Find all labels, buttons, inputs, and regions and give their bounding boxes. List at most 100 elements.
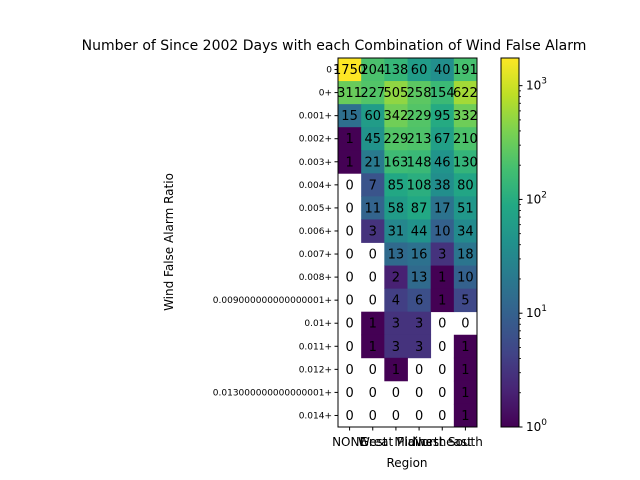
cell-value-label: 87 [411,201,428,216]
heatmap-cell [407,150,432,174]
chart-title: Number of Since 2002 Days with each Comb… [82,38,587,54]
heatmap-cell [430,81,455,105]
cell-value-label: 38 [434,178,451,193]
cell-value-label: 0 [345,317,353,332]
cell-value-label: 0 [345,271,353,286]
cell-value-label: 46 [434,155,451,170]
heatmap-cell [407,311,432,336]
cell-value-label: 5 [461,294,469,309]
cell-value-label: 17 [434,201,451,216]
heatmap-cell [384,242,408,266]
heatmap-cell [338,127,362,151]
colorbar-tick-label: 100 [526,418,547,434]
cell-value-label: 1 [345,132,353,147]
heatmap-cell [453,265,478,290]
cell-value-label: 311 [337,86,362,101]
cell-value-label: 13 [411,271,428,286]
heatmap-cell [361,311,385,336]
cell-value-label: 0 [345,363,353,378]
heatmap-cell [430,288,455,313]
cell-value-label: 3 [392,317,400,332]
cell-value-label: 58 [388,201,405,216]
cell-value-label: 213 [407,132,432,147]
colorbar-ticks: 100 101 102 103 [519,77,547,434]
heatmap-cell [338,58,362,82]
heatmap-cell [430,265,455,290]
cell-value-label: 0 [369,363,377,378]
y-tick-label: 0.006+ [299,227,332,237]
y-tick-label: 0.002+ [299,135,332,145]
cell-value-label: 7 [369,178,377,193]
cell-value-label: 0 [345,409,353,424]
cell-value-label: 0 [415,386,423,401]
heatmap-cell [430,219,455,243]
heatmap-cell [430,104,455,128]
heatmap-cell [453,403,478,428]
heatmap-cell [361,104,385,128]
cell-value-label: 0 [345,294,353,309]
cell-value-label: 1 [438,271,446,286]
colorbar-tick-label: 102 [526,190,547,206]
heatmap-cell [384,334,408,359]
cell-value-label: 1 [461,409,469,424]
cell-value-label: 210 [453,132,478,147]
cell-value-label: 1750 [333,63,366,78]
cell-value-label: 2 [392,271,400,286]
cell-value-label: 229 [407,109,432,124]
cell-value-label: 0 [369,294,377,309]
heatmap-cell [430,242,455,266]
cell-value-label: 229 [384,132,409,147]
heatmap-cell [361,173,385,197]
heatmap-cell [384,58,408,82]
y-tick-label: 0.005+ [299,204,332,214]
cell-value-label: 0 [392,386,400,401]
heatmap-cell [453,380,478,405]
y-tick-label: 0.01+ [304,319,332,329]
heatmap-cell [384,196,408,220]
x-tick-label: West [358,435,388,449]
cell-value-label: 13 [388,248,405,263]
heatmap-cell [361,58,385,82]
cell-value-label: 3 [438,248,446,263]
heatmap-cell [384,311,408,336]
heatmap-cell [453,334,478,359]
cell-value-label: 44 [411,224,428,239]
x-tick-label: Great Plains [360,435,432,449]
cell-value-label: 0 [438,340,446,355]
cell-value-label: 0 [345,248,353,263]
cell-value-label: 21 [364,155,381,170]
cell-value-label: 138 [384,63,409,78]
cell-value-label: 0 [461,317,469,332]
heatmap-cell [407,265,432,290]
cell-value-label: 0 [369,386,377,401]
heatmap-cell [453,357,478,382]
cell-value-label: 505 [384,86,409,101]
cell-value-label: 130 [453,155,478,170]
heatmap-cell [384,265,408,290]
cell-value-label: 10 [434,224,451,239]
cell-value-label: 1 [392,363,400,378]
y-axis-label: Wind False Alarm Ratio [162,173,176,311]
heatmap-cell [384,104,408,128]
cell-value-label: 4 [392,294,400,309]
heatmap-cell [453,127,478,151]
heatmap-cell [453,242,478,266]
heatmap-cell [384,219,408,243]
cell-value-label: 163 [384,155,409,170]
cell-value-label: 1 [461,386,469,401]
heatmap-cell [407,58,432,82]
y-tick-label: 0.004+ [299,181,332,191]
cell-value-label: 0 [345,201,353,216]
cell-value-label: 3 [369,224,377,239]
cell-value-label: 0 [369,271,377,286]
heatmap-cell [407,104,432,128]
heatmap-cells [338,58,478,428]
cell-value-label: 227 [360,86,385,101]
x-tick-label: NONE [332,435,367,449]
heatmap-cell [384,173,408,197]
cell-value-label: 108 [407,178,432,193]
heatmap-cell [361,219,385,243]
heatmap-cell [430,150,455,174]
cell-value-label: 51 [457,201,474,216]
